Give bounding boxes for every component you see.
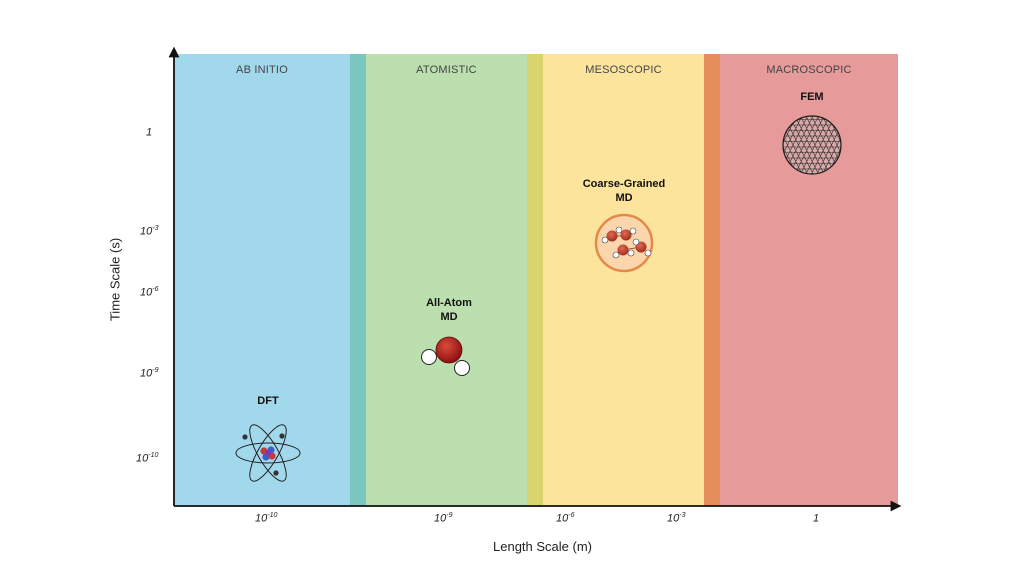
x-tick-1e-6: 10-6 (556, 512, 575, 525)
atomistic-mesoscopic-transition (527, 54, 543, 506)
region-label-macroscopic: MACROSCOPIC (766, 64, 852, 76)
dft-atom-icon (235, 424, 301, 482)
coarse-grained-bead-icon (594, 213, 654, 273)
all-atom-md-line1: All-Atom (426, 297, 472, 309)
y-tick-1e-9: 10-9 (140, 367, 159, 380)
coarse-grained-md-label: Coarse-Grained MD (564, 177, 684, 205)
fem-label: FEM (782, 90, 842, 104)
coarse-grained-md-line1: Coarse-Grained (582, 178, 666, 190)
atomistic-region (366, 54, 527, 506)
mesoscopic-region (543, 54, 704, 506)
fem-mesh-lines (783, 116, 841, 174)
x-tick-1: 1 (813, 512, 820, 525)
ab-initio-region (174, 54, 350, 506)
y-tick-1e-6: 10-6 (140, 286, 159, 299)
water-molecule-icon (421, 336, 470, 376)
y-tick-1e-3: 10-3 (140, 225, 159, 238)
all-atom-md-label: All-Atom MD (409, 296, 489, 324)
x-tick-1e-9: 10-9 (434, 512, 453, 525)
mesoscopic-macroscopic-transition (704, 54, 720, 506)
x-tick-1e-3: 10-3 (667, 512, 686, 525)
ab-initio-atomistic-transition (350, 54, 366, 506)
y-tick-1: 1 (146, 126, 153, 139)
fem-mesh-icon (782, 115, 842, 175)
dft-label: DFT (238, 394, 298, 408)
region-label-ab-initio: AB INITIO (236, 64, 288, 76)
x-tick-1e-10: 10-10 (255, 512, 278, 525)
fem-label-text: FEM (800, 91, 824, 103)
all-atom-md-line2: MD (440, 311, 458, 323)
x-axis-title: Length Scale (m) (493, 539, 592, 554)
coarse-grained-md-line2: MD (615, 192, 633, 204)
region-label-atomistic: ATOMISTIC (416, 64, 477, 76)
region-label-mesoscopic: MESOSCOPIC (585, 64, 662, 76)
y-tick-1e-10: 10-10 (136, 452, 159, 465)
dft-label-text: DFT (257, 395, 279, 407)
y-axis-title: Time Scale (s) (107, 237, 123, 322)
